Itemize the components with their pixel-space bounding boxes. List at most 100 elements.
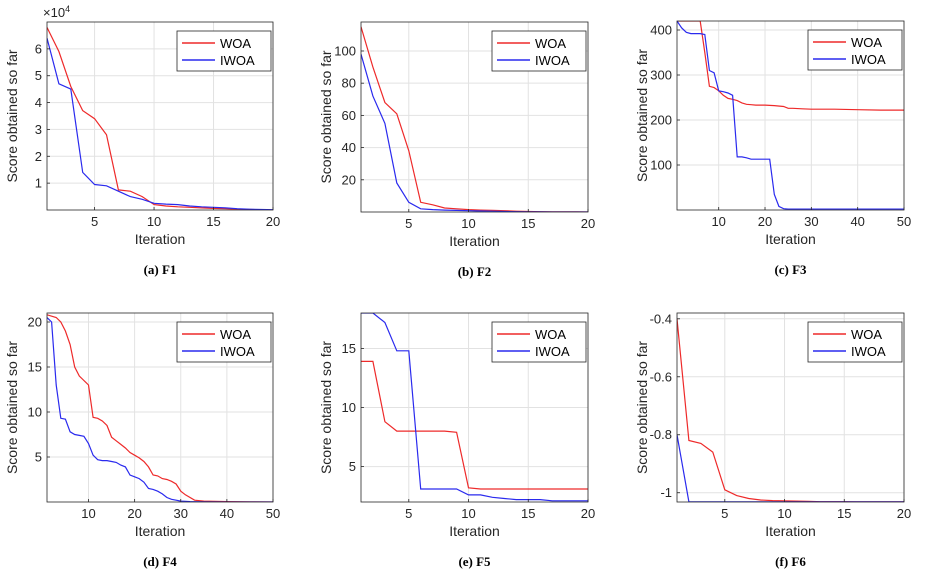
x-tick-label: 5 bbox=[91, 214, 98, 229]
legend-box bbox=[807, 321, 903, 363]
x-tick-label: 50 bbox=[897, 214, 911, 229]
x-axis-label: Iteration bbox=[449, 233, 500, 249]
legend: WOA IWOA bbox=[807, 321, 903, 363]
y-tick-label: 2 bbox=[35, 149, 42, 164]
legend-label-woa: WOA bbox=[220, 327, 251, 342]
y-tick-label: 5 bbox=[35, 68, 42, 83]
x-tick-label: 10 bbox=[461, 216, 475, 231]
x-axis-label: Iteration bbox=[449, 523, 500, 539]
x-tick-label: 40 bbox=[220, 506, 234, 521]
legend: WOA IWOA bbox=[807, 29, 903, 71]
legend-box bbox=[176, 30, 272, 72]
y-tick-label: 15 bbox=[342, 341, 356, 356]
y-axis-label: Score obtained so far bbox=[318, 50, 334, 183]
series-line-iwoa bbox=[47, 37, 273, 210]
y-tick-label: 20 bbox=[342, 172, 356, 187]
panel-caption: (d) F4 bbox=[143, 554, 177, 569]
axes-box bbox=[360, 21, 589, 213]
legend-label-woa: WOA bbox=[851, 327, 882, 342]
y-axis-label: Score obtained so far bbox=[318, 341, 334, 474]
x-tick-label: 15 bbox=[837, 506, 851, 521]
chart-panel-3: 10 20 30 40 50 100 200 300 400 Iteration Score obt… bbox=[634, 20, 911, 277]
x-tick-label: 50 bbox=[266, 506, 280, 521]
legend-label-iwoa: IWOA bbox=[535, 53, 570, 68]
legend: WOA IWOA bbox=[176, 30, 272, 72]
y-tick-label: 4 bbox=[35, 95, 42, 110]
y-tick-label: 5 bbox=[349, 459, 356, 474]
chart-panel-6: 5 10 15 20 -1 -0.8 -0.6 -0.4 Iteration Score obta… bbox=[634, 311, 911, 569]
series-line-woa bbox=[47, 314, 273, 502]
y-axis-label: Score obtained so far bbox=[634, 49, 650, 182]
y-tick-label: 15 bbox=[28, 360, 42, 375]
legend-label-iwoa: IWOA bbox=[851, 344, 886, 359]
series-line-iwoa bbox=[677, 21, 904, 210]
legend-box bbox=[807, 29, 903, 71]
x-axis-label: Iteration bbox=[135, 231, 186, 247]
x-tick-label: 5 bbox=[405, 216, 412, 231]
x-tick-label: 15 bbox=[521, 216, 535, 231]
y-exponent-label: ×104 bbox=[43, 4, 70, 20]
y-axis-label: Score obtained so far bbox=[634, 341, 650, 474]
y-tick-label: 3 bbox=[35, 122, 42, 137]
y-tick-label: 40 bbox=[342, 140, 356, 155]
chart-panel-2: 5 10 15 20 20 40 60 80 100 Iteration Score obtaine… bbox=[318, 21, 595, 279]
x-tick-label: 10 bbox=[147, 214, 161, 229]
legend-label-iwoa: IWOA bbox=[220, 344, 255, 359]
x-tick-label: 20 bbox=[581, 216, 595, 231]
x-tick-label: 5 bbox=[405, 506, 412, 521]
series-line-iwoa bbox=[47, 317, 273, 502]
chart-panel-4: 10 20 30 40 50 5 10 15 20 Iteration Score obtained… bbox=[4, 312, 280, 569]
legend-label-iwoa: IWOA bbox=[535, 344, 570, 359]
x-tick-label: 15 bbox=[206, 214, 220, 229]
legend-label-woa: WOA bbox=[535, 36, 566, 51]
y-axis-label: Score obtained so far bbox=[4, 341, 20, 474]
y-tick-label: -0.8 bbox=[650, 427, 672, 442]
y-tick-label: -0.4 bbox=[650, 311, 672, 326]
legend-label-iwoa: IWOA bbox=[220, 53, 255, 68]
series-line-iwoa bbox=[361, 313, 588, 502]
chart-panel-1: 5 10 15 20 1 2 3 4 5 6 ×104 Iteration Score obtained… bbox=[4, 4, 280, 277]
y-tick-label: 200 bbox=[650, 113, 672, 128]
x-tick-label: 5 bbox=[721, 506, 728, 521]
x-tick-label: 20 bbox=[581, 506, 595, 521]
axes-box bbox=[676, 20, 905, 211]
y-tick-label: -0.6 bbox=[650, 369, 672, 384]
axes-box bbox=[46, 21, 274, 211]
x-tick-label: 30 bbox=[174, 506, 188, 521]
panel-caption: (a) F1 bbox=[144, 262, 177, 277]
x-tick-label: 40 bbox=[850, 214, 864, 229]
x-tick-label: 10 bbox=[711, 214, 725, 229]
x-tick-label: 15 bbox=[521, 506, 535, 521]
y-tick-label: 5 bbox=[35, 450, 42, 465]
legend-box bbox=[491, 321, 587, 363]
chart-panel-5: 5 10 15 20 5 10 15 Iteration Score obtained so f… bbox=[318, 312, 595, 569]
y-tick-label: 100 bbox=[334, 43, 356, 58]
legend-label-woa: WOA bbox=[851, 35, 882, 50]
legend-label-iwoa: IWOA bbox=[851, 52, 886, 67]
x-tick-label: 20 bbox=[266, 214, 280, 229]
y-tick-label: -1 bbox=[660, 485, 672, 500]
legend-label-woa: WOA bbox=[535, 327, 566, 342]
x-tick-label: 20 bbox=[897, 506, 911, 521]
y-tick-label: 1 bbox=[35, 176, 42, 191]
panel-caption: (c) F3 bbox=[774, 262, 807, 277]
x-tick-label: 20 bbox=[127, 506, 141, 521]
y-tick-label: 60 bbox=[342, 108, 356, 123]
y-tick-label: 6 bbox=[35, 41, 42, 56]
y-tick-label: 10 bbox=[28, 405, 42, 420]
axes-box bbox=[46, 312, 274, 503]
x-tick-label: 20 bbox=[758, 214, 772, 229]
y-tick-label: 300 bbox=[650, 68, 672, 83]
y-tick-label: 100 bbox=[650, 158, 672, 173]
x-tick-label: 10 bbox=[81, 506, 95, 521]
y-axis-label: Score obtained so far bbox=[4, 49, 20, 182]
panel-caption: (b) F2 bbox=[458, 264, 492, 279]
x-axis-label: Iteration bbox=[765, 231, 816, 247]
legend-box bbox=[176, 321, 272, 363]
x-tick-label: 10 bbox=[777, 506, 791, 521]
x-tick-label: 10 bbox=[461, 506, 475, 521]
y-tick-label: 20 bbox=[28, 315, 42, 330]
legend-label-woa: WOA bbox=[220, 36, 251, 51]
legend-box bbox=[491, 30, 587, 72]
